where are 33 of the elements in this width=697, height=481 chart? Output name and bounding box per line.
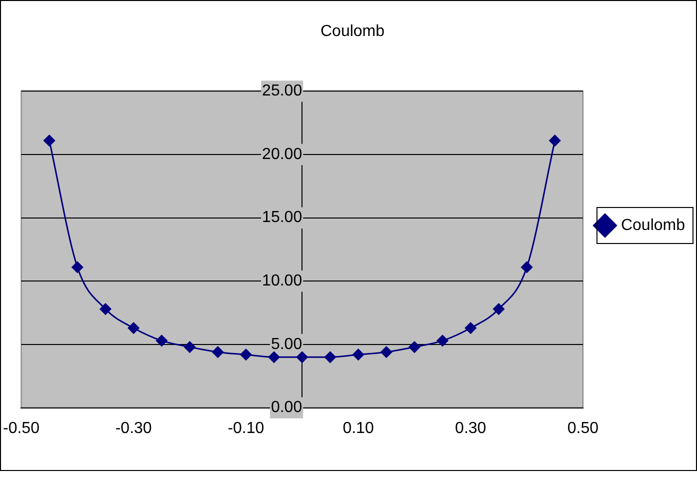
y-tick-label: 0.00: [270, 399, 302, 416]
x-tick-label: 0.30: [455, 420, 486, 437]
point: [212, 346, 224, 358]
y-tick-label: 25.00: [262, 82, 302, 100]
point: [464, 322, 476, 334]
point: [100, 303, 112, 315]
point: [549, 134, 561, 146]
x-tick-label: 0.50: [567, 420, 599, 437]
point: [72, 261, 84, 273]
point: [240, 348, 252, 360]
x-tick-label: 0.10: [342, 420, 374, 437]
chart-title: Coulomb: [320, 23, 385, 40]
y-tick-label: 10.00: [262, 272, 302, 290]
point: [521, 261, 533, 273]
point: [324, 351, 336, 363]
point: [352, 348, 364, 360]
x-tick-label: -0.10: [228, 420, 264, 437]
point: [268, 351, 280, 363]
y-tick-label: 5.00: [270, 336, 302, 353]
point: [156, 334, 168, 346]
point: [44, 134, 56, 146]
y-tick-label: 20.00: [262, 146, 302, 163]
point: [128, 322, 140, 334]
x-tick-label: -0.30: [115, 420, 152, 437]
point: [408, 341, 420, 353]
point: [184, 341, 196, 353]
point: [436, 334, 448, 346]
point: [296, 351, 308, 363]
y-tick-label: 15.00: [262, 209, 302, 226]
legend-label: Coulomb: [620, 216, 686, 234]
point: [380, 346, 392, 358]
point: [492, 303, 504, 315]
x-tick-label: -0.50: [3, 420, 40, 437]
